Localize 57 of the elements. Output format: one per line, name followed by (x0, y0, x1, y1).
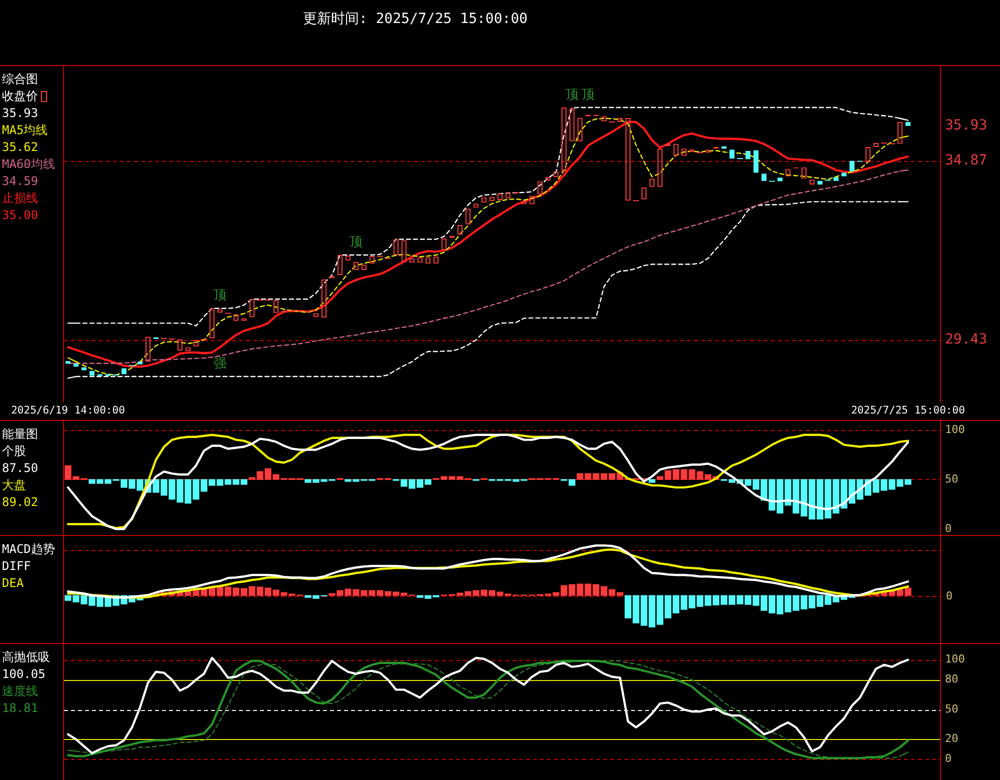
chart-title: MACD趋势 (2, 541, 56, 558)
x-tick-label: 2025/6/19 14:00:00 (11, 404, 125, 416)
y-tick-label: 20 (945, 732, 958, 746)
text: 35.00 (2, 207, 40, 224)
text: 89.02 (2, 494, 40, 511)
candlestick (850, 160, 854, 172)
chart-subtitle: 更新时间: 2025/7/25 15:00:00 (303, 10, 528, 28)
candlestick (82, 367, 86, 370)
candlestick (778, 178, 782, 182)
candlestick (746, 150, 750, 160)
text: DEA (2, 576, 24, 590)
candlestick (90, 370, 94, 376)
data-label: 强 (214, 356, 226, 372)
data-label: 顶 (566, 88, 578, 103)
data-label: 顶 (350, 234, 362, 250)
candlestick (906, 122, 910, 126)
text: DIFF (2, 559, 31, 573)
candlestick (74, 364, 78, 367)
candlestick (138, 362, 142, 364)
candlestick (818, 180, 822, 185)
text: 18.81 (2, 700, 40, 717)
candlestick (66, 361, 70, 364)
text: 35.62 (2, 139, 40, 156)
text: 综合图 (2, 71, 39, 88)
data-label: 顶 (214, 288, 226, 304)
y-tick-label: 50 (945, 702, 958, 716)
x-tick-label: 2025/7/25 15:00:00 (851, 404, 965, 416)
text: 能量图 (2, 426, 39, 443)
text: 87.50 (2, 460, 40, 477)
y-tick-label: 100 (945, 652, 965, 666)
text: 个股 (2, 444, 26, 458)
y-tick-label: 34.87 (945, 152, 988, 168)
legend-label: 收盘价 (2, 89, 38, 103)
text: 大盘 (2, 478, 26, 492)
candlestick (834, 176, 838, 181)
candlestick (754, 150, 758, 173)
y-tick-label: 0 (945, 752, 952, 766)
bar (648, 479, 656, 483)
candlestick (762, 174, 766, 181)
y-tick-label: 29.43 (945, 332, 988, 348)
text: 速度线 (2, 684, 38, 698)
text: MA5均线 (2, 123, 48, 137)
y-tick-label: 35.93 (945, 118, 988, 134)
text: 止损线 (2, 191, 38, 205)
data-label: 顶 (582, 87, 594, 102)
candlestick (842, 172, 846, 176)
y-tick-label: 50 (945, 472, 958, 486)
text: 34.59 (2, 173, 40, 190)
y-tick-label: 100 (945, 422, 965, 436)
text: MA60均线 (2, 157, 55, 171)
candlestick (122, 368, 126, 374)
y-tick-label: 80 (945, 672, 958, 686)
text: 高抛低吸 (2, 650, 50, 664)
candlestick (730, 150, 734, 159)
text: 100.05 (2, 666, 46, 683)
text: 35.93 (2, 105, 40, 122)
y-tick-label: 0 (945, 522, 952, 535)
